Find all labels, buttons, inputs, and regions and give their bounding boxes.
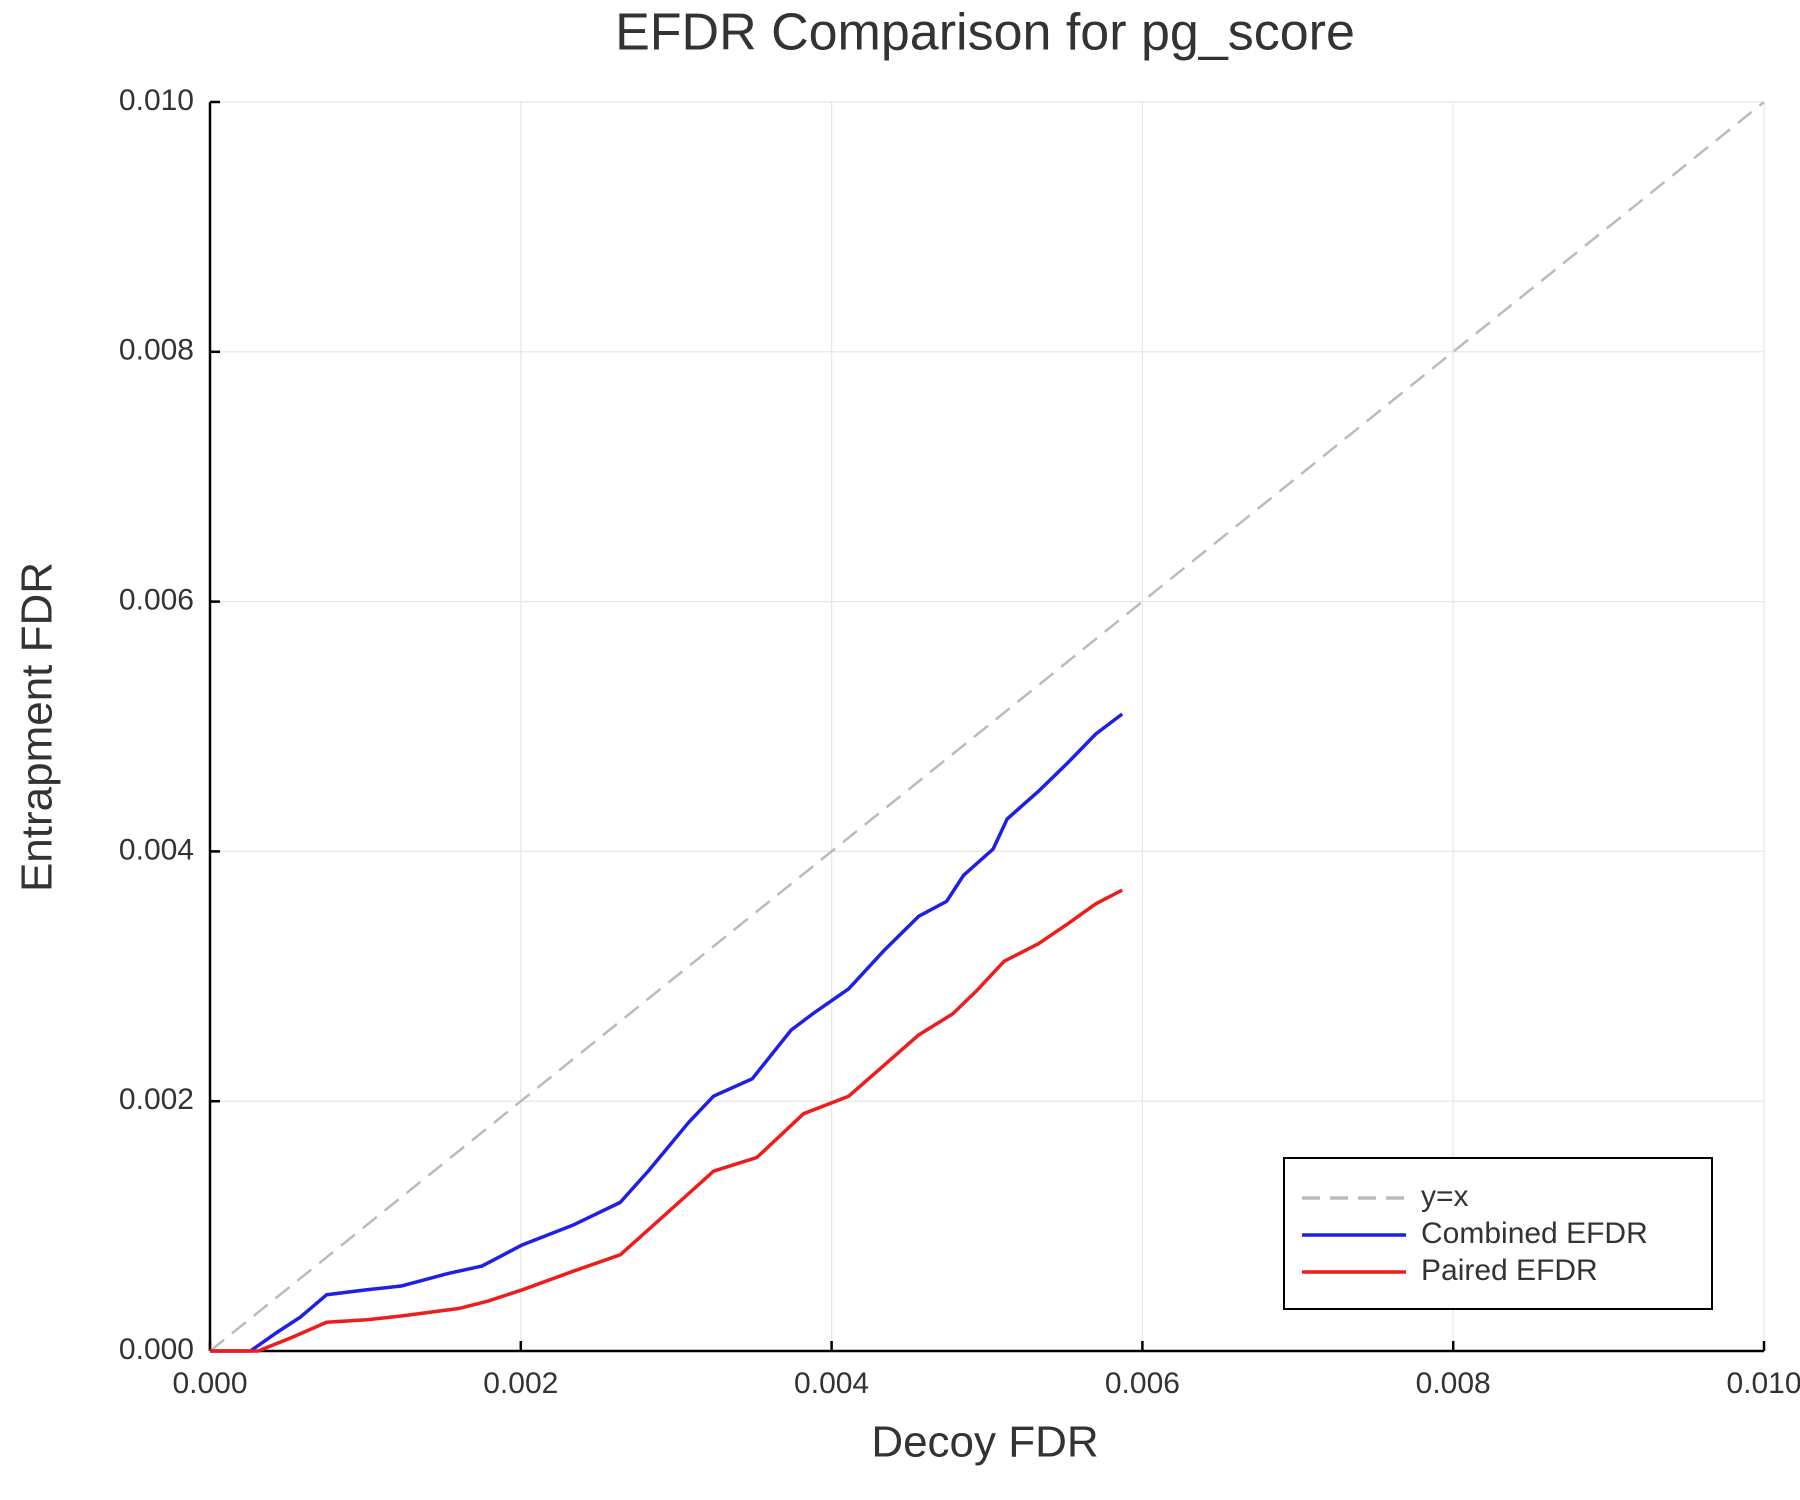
x-tick-label: 0.004	[794, 1367, 869, 1400]
x-axis-label: Decoy FDR	[871, 1418, 1098, 1467]
series-line	[210, 712, 1124, 1353]
legend-label: Combined EFDR	[1421, 1217, 1648, 1250]
x-tick-label: 0.002	[483, 1367, 558, 1400]
series-line	[210, 888, 1124, 1353]
legend-label: y=x	[1421, 1180, 1469, 1213]
y-tick-label: 0.000	[119, 1333, 194, 1366]
x-tick-label: 0.008	[1416, 1367, 1491, 1400]
y-tick-label: 0.006	[119, 584, 194, 617]
legend-label: Paired EFDR	[1421, 1254, 1598, 1287]
y-tick-label: 0.010	[119, 84, 194, 117]
x-tick-label: 0.010	[1726, 1367, 1800, 1400]
series-line	[209, 101, 1765, 1352]
chart-title: EFDR Comparison for pg_score	[615, 4, 1355, 62]
x-tick-label: 0.006	[1105, 1367, 1180, 1400]
y-axis-label: Entrapment FDR	[13, 562, 62, 892]
y-tick-label: 0.002	[119, 1083, 194, 1116]
y-tick-label: 0.004	[119, 833, 194, 866]
y-tick-label: 0.008	[119, 334, 194, 367]
x-tick-label: 0.000	[172, 1367, 247, 1400]
legend: y=x Combined EFDR Paired EFDR	[1283, 1157, 1713, 1310]
